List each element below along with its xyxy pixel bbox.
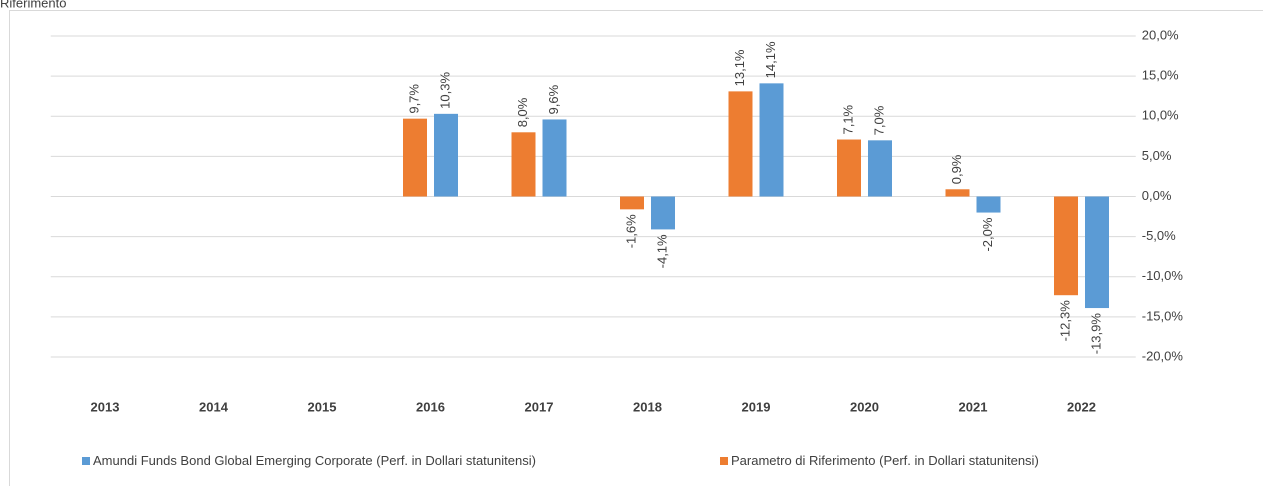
chart-title: Riferimento <box>0 0 66 10</box>
y-tick-label: 15,0% <box>1142 68 1179 83</box>
y-tick-label: -10,0% <box>1142 268 1184 283</box>
data-label: -4,1% <box>654 234 669 268</box>
data-label: -12,3% <box>1057 300 1072 342</box>
y-tick-label: 10,0% <box>1142 108 1179 123</box>
data-label: 0,9% <box>949 154 964 184</box>
y-tick-label: 5,0% <box>1142 148 1172 163</box>
bar <box>728 91 753 197</box>
bar <box>976 196 1001 213</box>
data-label: 7,0% <box>871 105 886 135</box>
data-label: 8,0% <box>515 97 530 127</box>
bar <box>1054 196 1078 296</box>
bar <box>945 189 970 197</box>
legend-label: Amundi Funds Bond Global Emerging Corpor… <box>93 453 536 468</box>
x-tick-label: 2014 <box>199 399 229 414</box>
bar <box>620 196 644 210</box>
data-label: 7,1% <box>840 104 855 134</box>
x-tick-label: 2021 <box>959 399 988 414</box>
y-tick-label: -15,0% <box>1142 308 1184 323</box>
y-tick-label: -5,0% <box>1142 228 1176 243</box>
bar <box>868 140 892 197</box>
bar <box>542 119 567 197</box>
data-label: 10,3% <box>437 72 452 109</box>
data-label: 14,1% <box>763 41 778 78</box>
data-label: -13,9% <box>1088 313 1103 355</box>
chart-border <box>9 10 1263 486</box>
x-tick-label: 2017 <box>525 399 554 414</box>
bar <box>759 83 784 197</box>
y-tick-label: -20,0% <box>1142 348 1184 363</box>
legend-swatch <box>82 457 90 465</box>
bar <box>1085 196 1109 309</box>
x-tick-label: 2022 <box>1067 399 1096 414</box>
bar <box>403 118 427 197</box>
data-label: 13,1% <box>732 49 747 86</box>
legend-label: Parametro di Riferimento (Perf. in Dolla… <box>731 453 1039 468</box>
data-label: -1,6% <box>623 214 638 248</box>
x-tick-label: 2018 <box>633 399 662 414</box>
x-tick-label: 2019 <box>742 399 771 414</box>
data-label: 9,7% <box>406 84 421 114</box>
x-tick-label: 2015 <box>308 399 337 414</box>
data-label: 9,6% <box>546 84 561 114</box>
bar <box>837 139 861 197</box>
x-tick-label: 2013 <box>91 399 120 414</box>
y-tick-label: 20,0% <box>1142 27 1179 42</box>
bar <box>651 196 675 230</box>
data-label: -2,0% <box>980 217 995 251</box>
bar <box>434 113 458 197</box>
x-tick-label: 2020 <box>850 399 879 414</box>
x-tick-label: 2016 <box>416 399 445 414</box>
legend-swatch <box>720 457 728 465</box>
y-tick-label: 0,0% <box>1142 188 1172 203</box>
bar <box>511 132 536 197</box>
